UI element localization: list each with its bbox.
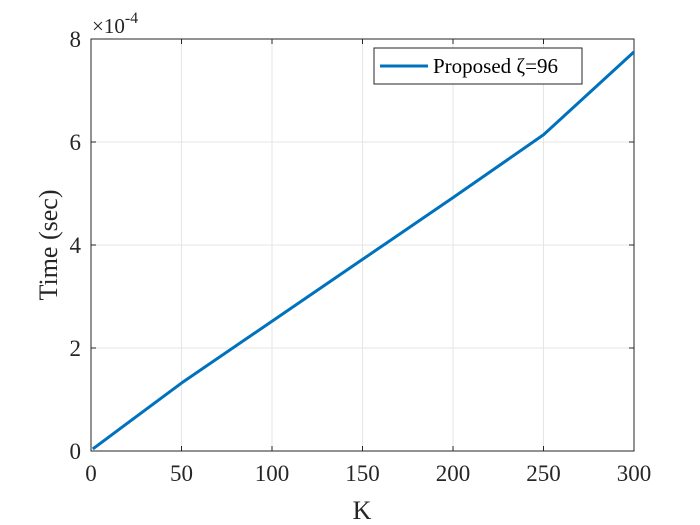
- y-exponent-base: ×10: [92, 14, 125, 38]
- x-tick-label: 150: [345, 461, 380, 486]
- x-tick-label: 250: [526, 461, 561, 486]
- x-tick-label: 300: [617, 461, 652, 486]
- y-exponent-label: ×10-4: [92, 10, 138, 38]
- x-tick-label: 0: [85, 461, 97, 486]
- x-tick-label: 200: [436, 461, 471, 486]
- tick-labels: 0 50 100 150 200 250 300 0 2 4 6 8: [70, 27, 652, 486]
- axes: [90, 38, 635, 452]
- y-exponent-power: -4: [125, 10, 138, 27]
- y-axis-label: Time (sec): [34, 190, 63, 301]
- x-axis-label: K: [353, 496, 372, 525]
- series-line: [91, 50, 636, 451]
- legend-label: Proposed ζ=96: [433, 54, 558, 78]
- y-tick-label: 0: [70, 439, 82, 464]
- y-tick-label: 8: [70, 27, 82, 52]
- y-tick-label: 2: [70, 336, 82, 361]
- legend: Proposed ζ=96: [373, 47, 583, 85]
- series-lines: [91, 50, 636, 451]
- y-tick-label: 4: [70, 233, 82, 258]
- x-tick-label: 50: [170, 461, 193, 486]
- y-tick-label: 6: [70, 130, 82, 155]
- x-tick-label: 100: [255, 461, 290, 486]
